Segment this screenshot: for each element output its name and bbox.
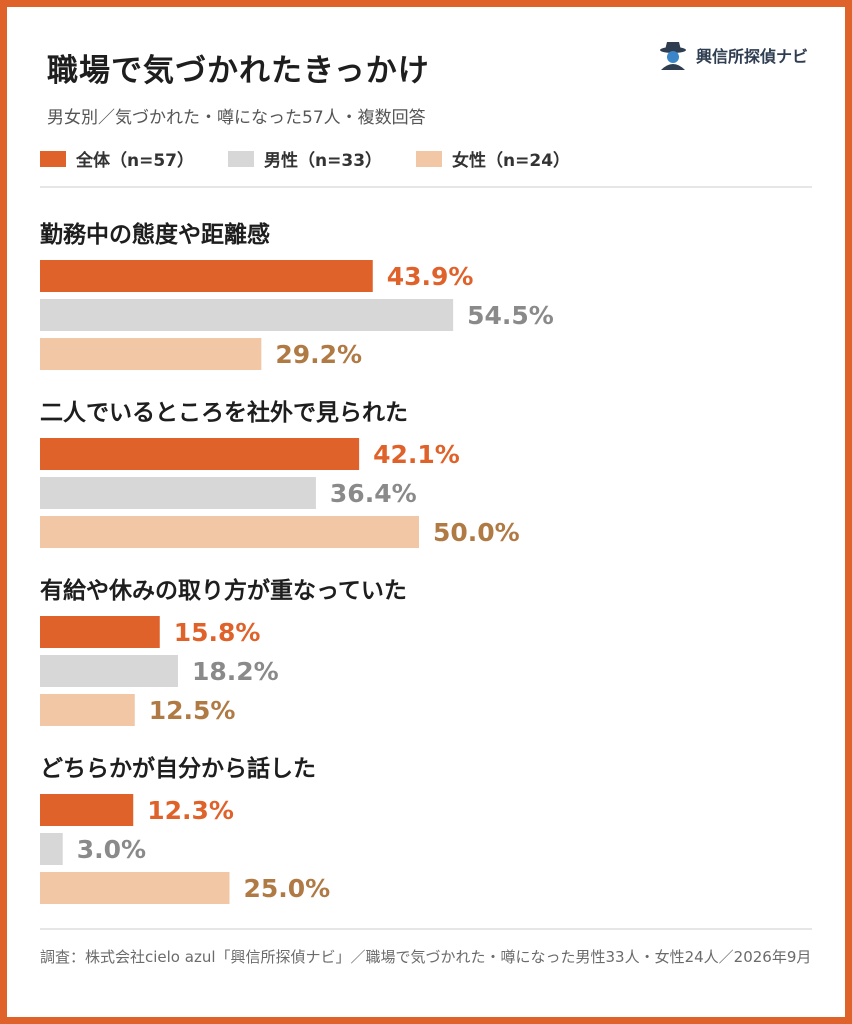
data-label-male: 54.5% bbox=[467, 301, 554, 330]
chart-subtitle: 男女別／気づかれた・噂になった57人・複数回答 bbox=[47, 108, 426, 128]
legend-item-all: 全体（n=57） bbox=[40, 146, 194, 171]
category-label: 二人でいるところを社外で見られた bbox=[40, 399, 408, 426]
category-label: 有給や休みの取り方が重なっていた bbox=[40, 577, 407, 604]
legend-swatch-all bbox=[40, 150, 66, 167]
footer-divider bbox=[40, 928, 812, 930]
data-label-male: 36.4% bbox=[330, 479, 417, 508]
bar-female bbox=[40, 338, 262, 370]
bar-all bbox=[40, 438, 360, 470]
bar-male bbox=[40, 477, 316, 509]
data-label-female: 12.5% bbox=[149, 696, 236, 725]
header-divider bbox=[40, 186, 812, 188]
brand-name: 興信所探偵ナビ bbox=[696, 47, 809, 66]
data-label-female: 25.0% bbox=[244, 874, 331, 903]
bar-male bbox=[40, 655, 178, 687]
chart-title: 職場で気づかれたきっかけ bbox=[47, 53, 430, 89]
category-label: 勤務中の態度や距離感 bbox=[40, 221, 270, 248]
bar-all bbox=[40, 616, 160, 648]
legend-label-female: 女性（n=24） bbox=[452, 151, 571, 171]
legend-item-male: 男性（n=33） bbox=[228, 146, 382, 171]
bar-all bbox=[40, 260, 373, 292]
category-label: どちらかが自分から話した bbox=[40, 755, 316, 782]
data-label-female: 50.0% bbox=[433, 518, 520, 547]
bar-female bbox=[40, 872, 230, 904]
data-label-female: 29.2% bbox=[275, 340, 362, 369]
legend-label-male: 男性（n=33） bbox=[264, 151, 383, 171]
bar-all bbox=[40, 794, 134, 826]
detective-logo-icon bbox=[660, 42, 686, 70]
bar-male bbox=[40, 299, 454, 331]
data-label-male: 18.2% bbox=[192, 657, 279, 686]
legend-swatch-male bbox=[228, 150, 255, 167]
footnote: 調査：株式会社cielo azul「興信所探偵ナビ」／職場で気づかれた・噂になっ… bbox=[40, 948, 812, 966]
data-label-all: 43.9% bbox=[387, 262, 474, 291]
legend-label-all: 全体（n=57） bbox=[76, 151, 195, 171]
legend: 全体（n=57） 男性（n=33） 女性（n=24） bbox=[40, 146, 570, 171]
data-label-all: 15.8% bbox=[174, 618, 261, 647]
bar-female bbox=[40, 694, 135, 726]
legend-swatch-female bbox=[416, 150, 443, 167]
bar-male bbox=[40, 833, 63, 865]
brand-logo: 興信所探偵ナビ bbox=[658, 38, 808, 72]
legend-item-female: 女性（n=24） bbox=[416, 146, 570, 171]
data-label-all: 12.3% bbox=[147, 796, 234, 825]
bar-female bbox=[40, 516, 419, 548]
data-label-male: 3.0% bbox=[77, 835, 146, 864]
data-label-all: 42.1% bbox=[373, 440, 460, 469]
